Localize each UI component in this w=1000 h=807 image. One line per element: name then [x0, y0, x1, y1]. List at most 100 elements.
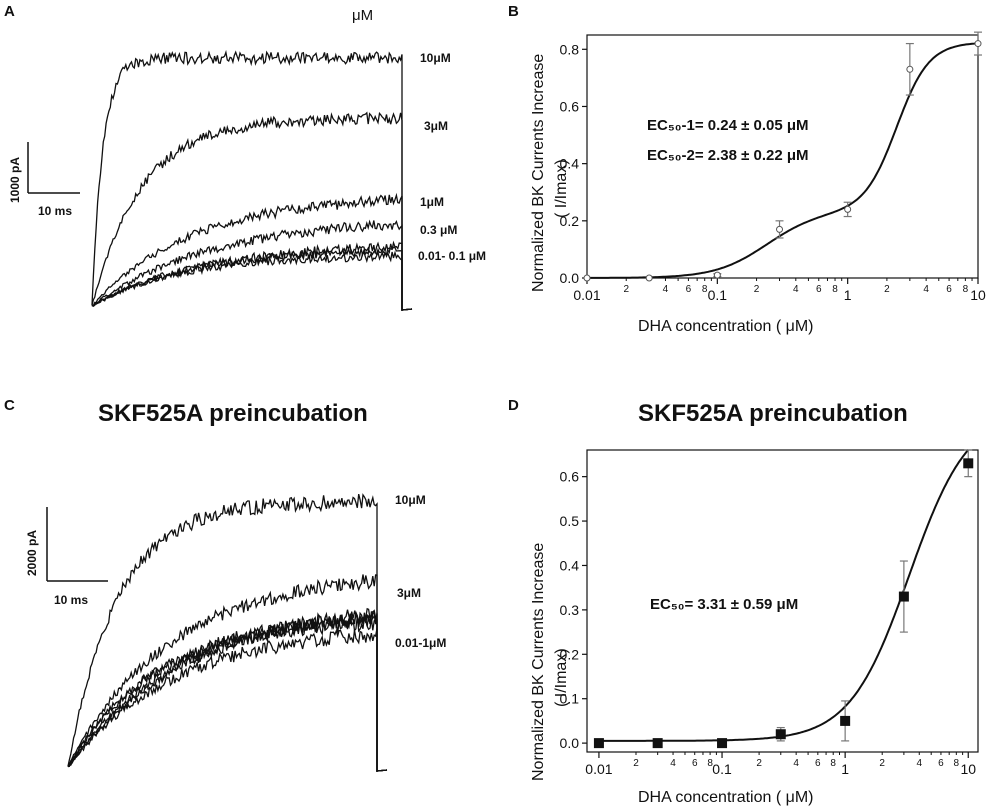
trace-label-a-1um: 1μM	[420, 195, 444, 209]
x-tick-label: 0.1	[712, 761, 732, 777]
panel-title-c: SKF525A preincubation	[98, 400, 368, 427]
x-tick-label: 1	[841, 761, 849, 777]
x-minor-tick-label: 8	[954, 758, 960, 769]
x-minor-tick-label: 4	[793, 284, 799, 295]
y-tick-label: 0.2	[560, 213, 580, 229]
y-axis-label-d: Normalized BK Currents Increase	[530, 543, 547, 781]
y-axis-label2-b: ( I/Imax)	[553, 159, 570, 218]
x-minor-tick-label: 2	[623, 284, 629, 295]
y-tick-label: 0.4	[560, 557, 580, 573]
ec50-annotation: EC₅₀= 3.31 ± 0.59 μM	[650, 596, 798, 613]
data-point	[645, 274, 653, 282]
data-point	[775, 729, 786, 740]
panel-c-trace-1	[67, 574, 388, 772]
y-tick-label: 0.0	[560, 270, 580, 286]
ec50-annotation-2: EC₅₀-2= 2.38 ± 0.22 μM	[647, 147, 809, 164]
data-point	[713, 271, 721, 279]
panel-b: B Normalized BK Currents Increase ( I/Im…	[508, 3, 986, 335]
panel-a-trace-3	[91, 219, 413, 311]
x-axis-label-b: DHA concentration ( μM)	[638, 318, 814, 335]
panel-letter-c: C	[4, 397, 15, 414]
x-minor-tick-label: 8	[702, 284, 708, 295]
x-minor-tick-label: 6	[938, 758, 944, 769]
panel-c-trace-5	[67, 628, 388, 772]
data-point	[898, 591, 909, 602]
panel-letter-b: B	[508, 3, 519, 20]
x-tick-label: 0.01	[573, 287, 600, 303]
trace-label-a-03um: 0.3 μM	[420, 223, 457, 237]
x-minor-tick-label: 2	[754, 284, 760, 295]
x-minor-tick-label: 6	[816, 284, 822, 295]
panel-c: C SKF525A preincubation 2000 pA 10 ms 10…	[4, 397, 446, 772]
ec50-annotation-1: EC₅₀-1= 0.24 ± 0.05 μM	[647, 117, 809, 134]
x-axis-label-d: DHA concentration ( μM)	[638, 789, 814, 806]
data-point	[717, 738, 728, 749]
x-minor-tick-label: 2	[633, 758, 639, 769]
x-tick-label: 10	[960, 761, 976, 777]
x-minor-tick-label: 6	[686, 284, 692, 295]
x-minor-tick-label: 2	[756, 758, 762, 769]
panel-letter-a: A	[4, 3, 15, 20]
x-minor-tick-label: 4	[923, 284, 929, 295]
data-point	[593, 738, 604, 749]
x-minor-tick-label: 4	[663, 284, 669, 295]
trace-label-a-10um: 10μM	[420, 51, 451, 65]
x-tick-label: 1	[844, 287, 852, 303]
y-tick-label: 0.3	[560, 602, 580, 618]
x-minor-tick-label: 8	[963, 284, 969, 295]
data-point	[840, 715, 851, 726]
x-minor-tick-label: 4	[916, 758, 922, 769]
y-tick-label: 0.2	[560, 646, 580, 662]
scale-bar-time-label: 10 ms	[38, 204, 72, 218]
x-minor-tick-label: 8	[830, 758, 836, 769]
unit-header: μM	[352, 7, 373, 24]
trace-label-c-3um: 3μM	[397, 586, 421, 600]
x-minor-tick-label: 8	[707, 758, 713, 769]
trace-label-a-low: 0.01- 0.1 μM	[418, 249, 486, 263]
trace-label-c-low: 0.01-1μM	[395, 636, 446, 650]
panel-a-trace-1	[91, 111, 413, 311]
panel-a: A μM 1000 pA 10 ms 10μM 3μM 1μM 0.3 μM 0…	[4, 3, 486, 311]
traces-a	[91, 49, 413, 311]
scale-bar-current-label: 2000 pA	[25, 530, 39, 576]
y-tick-label: 0.6	[560, 98, 580, 114]
x-minor-tick-label: 4	[793, 758, 799, 769]
y-axis-label2-d: ( I/Imax)	[553, 648, 570, 707]
x-minor-tick-label: 8	[832, 284, 838, 295]
panel-c-trace-2	[67, 609, 388, 772]
x-minor-tick-label: 6	[815, 758, 821, 769]
data-point	[963, 458, 974, 469]
plot-frame	[586, 34, 979, 279]
panel-c-trace-0	[67, 493, 388, 772]
panel-a-trace-0	[91, 49, 413, 311]
panel-title-d: SKF525A preincubation	[638, 400, 908, 427]
y-tick-label: 0.4	[560, 156, 580, 172]
data-point	[844, 205, 852, 213]
traces-c	[67, 493, 388, 772]
x-minor-tick-label: 2	[879, 758, 885, 769]
data-point	[583, 274, 591, 282]
panel-d: D SKF525A preincubation Normalized BK Cu…	[508, 397, 979, 806]
y-tick-label: 0.0	[560, 735, 580, 751]
x-minor-tick-label: 6	[692, 758, 698, 769]
chart-b: 0.00.20.40.60.80.01 0.1 1 102 4 6 8 2 4 6 8 2 4 6 8	[560, 31, 986, 303]
trace-label-a-3um: 3μM	[424, 119, 448, 133]
x-tick-label: 10	[970, 287, 986, 303]
x-tick-label: 0.01	[585, 761, 612, 777]
x-minor-tick-label: 2	[884, 284, 890, 295]
scale-bar-time-label: 10 ms	[54, 593, 88, 607]
y-tick-label: 0.6	[560, 469, 580, 485]
x-tick-label: 0.1	[708, 287, 728, 303]
y-tick-label: 0.8	[560, 41, 580, 57]
y-axis-label-b: Normalized BK Currents Increase	[530, 54, 547, 292]
scale-bar-c: 2000 pA 10 ms	[25, 507, 108, 607]
plot-frame	[586, 449, 979, 753]
panel-letter-d: D	[508, 397, 519, 414]
chart-d: 0.00.10.20.30.40.50.60.01 0.1 1 102 4 6 8 2 4 6 8 2…	[560, 449, 979, 777]
scale-bar-a: 1000 pA 10 ms	[8, 142, 80, 218]
scale-bar-current-label: 1000 pA	[8, 157, 22, 203]
data-point	[974, 40, 982, 48]
x-minor-tick-label: 6	[946, 284, 952, 295]
panel-a-trace-2	[91, 192, 413, 311]
